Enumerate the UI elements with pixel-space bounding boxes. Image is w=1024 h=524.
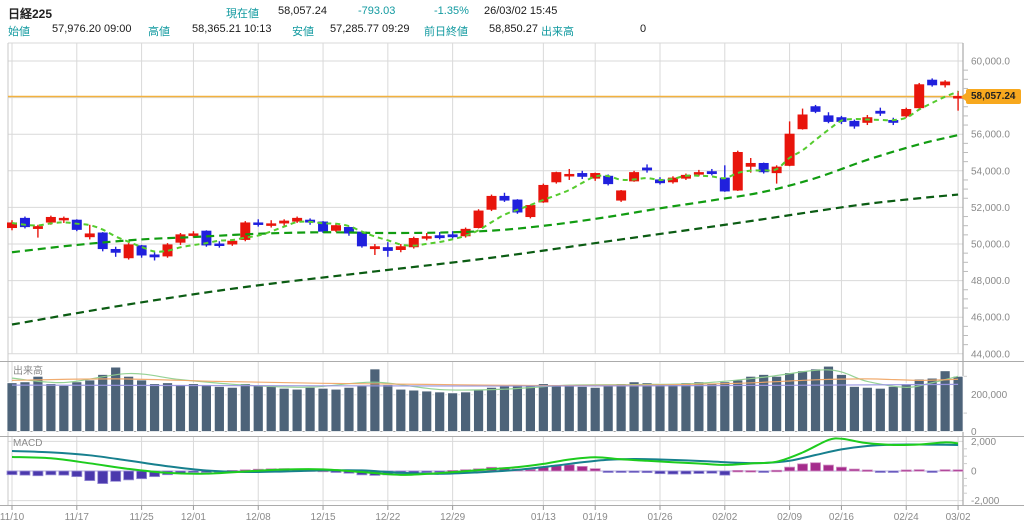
open-label: 始値 <box>8 26 30 38</box>
header-row-1: 日経225 現在値 58,057.24 -793.03 -1.35% 26/03… <box>0 5 1024 21</box>
svg-text:12/22: 12/22 <box>375 512 400 523</box>
svg-text:48,000.0: 48,000.0 <box>971 276 1010 287</box>
svg-text:2,000: 2,000 <box>971 437 996 448</box>
price-change-percent: -1.35% <box>434 5 469 17</box>
svg-text:12/15: 12/15 <box>311 512 336 523</box>
svg-text:02/02: 02/02 <box>712 512 737 523</box>
quote-datetime: 26/03/02 15:45 <box>484 5 558 17</box>
prev-close-value: 58,850.27 <box>489 23 538 35</box>
svg-text:02/09: 02/09 <box>777 512 802 523</box>
high-value: 58,365.21 10:13 <box>192 23 272 35</box>
svg-text:01/26: 01/26 <box>647 512 672 523</box>
svg-text:46,000.0: 46,000.0 <box>971 313 1010 324</box>
svg-text:60,000.0: 60,000.0 <box>971 57 1010 68</box>
svg-text:03/02: 03/02 <box>946 512 971 523</box>
svg-text:44,000.0: 44,000.0 <box>971 349 1010 360</box>
instrument-title: 日経225 <box>8 7 53 21</box>
svg-text:11/10: 11/10 <box>0 512 25 523</box>
price-change: -793.03 <box>358 5 396 17</box>
volume-value: 0 <box>640 23 647 35</box>
macd-pane-label: MACD <box>13 438 43 449</box>
svg-text:50,000.0: 50,000.0 <box>971 240 1010 251</box>
header-row-2: 始値 57,976.20 09:00 高値 58,365.21 10:13 安値… <box>0 23 1024 38</box>
svg-text:01/13: 01/13 <box>531 512 556 523</box>
svg-text:200,000: 200,000 <box>971 390 1008 401</box>
high-label: 高値 <box>148 26 170 38</box>
svg-text:0: 0 <box>971 427 977 438</box>
current-price-value: 58,057.24 <box>278 5 327 17</box>
current-price-tag: 58,057.24 <box>961 89 1021 105</box>
current-price-label: 現在値 <box>226 8 259 20</box>
low-label: 安値 <box>292 26 314 38</box>
svg-text:52,000.0: 52,000.0 <box>971 203 1010 214</box>
svg-text:0: 0 <box>971 467 977 478</box>
svg-text:02/16: 02/16 <box>829 512 854 523</box>
svg-text:12/29: 12/29 <box>440 512 465 523</box>
volume-label: 出来高 <box>541 26 574 38</box>
svg-text:11/17: 11/17 <box>65 512 90 523</box>
svg-text:12/01: 12/01 <box>181 512 206 523</box>
svg-text:02/24: 02/24 <box>894 512 919 523</box>
svg-text:11/25: 11/25 <box>129 512 154 523</box>
svg-text:56,000.0: 56,000.0 <box>971 130 1010 141</box>
prev-close-label: 前日終値 <box>424 26 468 38</box>
svg-text:12/08: 12/08 <box>246 512 271 523</box>
svg-text:-2,000: -2,000 <box>971 496 1000 507</box>
low-value: 57,285.77 09:29 <box>330 23 410 35</box>
svg-text:01/19: 01/19 <box>583 512 608 523</box>
volume-pane-label: 出来高 <box>13 366 43 377</box>
open-value: 57,976.20 09:00 <box>52 23 132 35</box>
svg-text:54,000.0: 54,000.0 <box>971 166 1010 177</box>
